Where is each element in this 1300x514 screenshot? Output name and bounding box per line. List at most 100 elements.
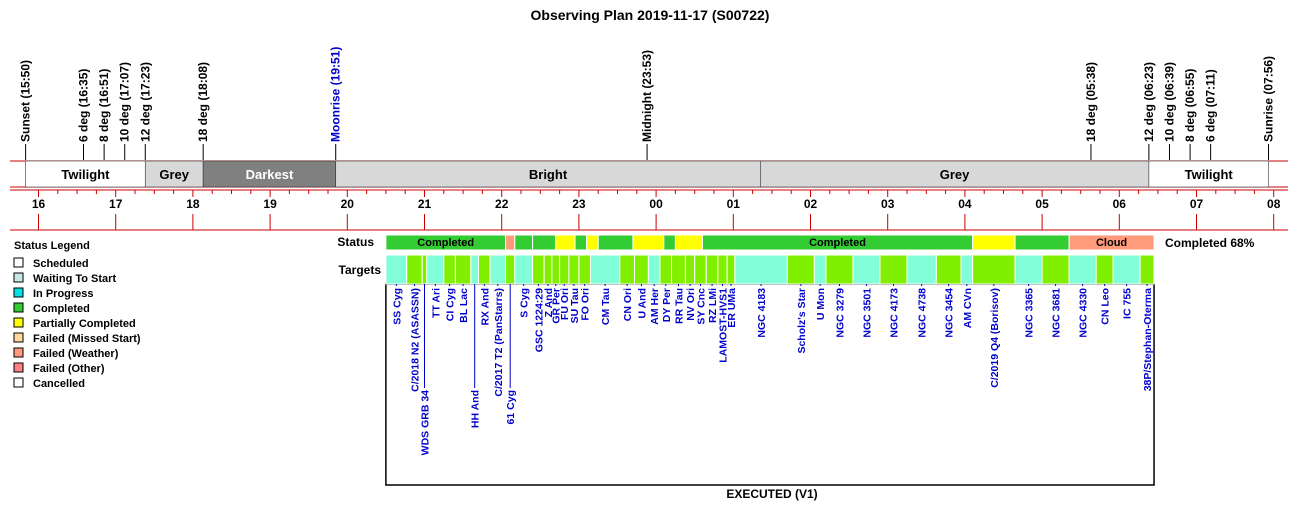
legend-label: In Progress <box>33 288 94 300</box>
event-label: 8 deg (06:55) <box>1183 69 1197 142</box>
sky-bands: Twilight Grey Darkest Bright Grey Twilight <box>10 160 1288 188</box>
hour-label: 17 <box>109 197 123 211</box>
legend-swatch <box>13 317 24 328</box>
target-block <box>489 254 507 285</box>
sky-band <box>335 160 761 188</box>
event-label: 10 deg (17:07) <box>118 62 132 142</box>
target-block <box>421 254 428 285</box>
target-label: RX And <box>479 288 491 326</box>
target-block <box>852 254 881 285</box>
hour-label: 08 <box>1267 197 1281 211</box>
legend-swatch <box>13 362 24 373</box>
legend-label: Failed (Weather) <box>33 348 119 360</box>
status-segment <box>586 234 599 251</box>
target-label: NGC 4183 <box>756 288 768 338</box>
status-segment <box>632 234 665 251</box>
target-block <box>1112 254 1141 285</box>
event-label: Sunset (15:50) <box>19 60 33 142</box>
target-label: NV Ori <box>685 288 697 321</box>
target-block <box>705 254 719 285</box>
event-label: 18 deg (18:08) <box>196 62 210 142</box>
event-label: 6 deg (07:11) <box>1204 69 1218 142</box>
target-block <box>619 254 635 285</box>
legend-swatch <box>13 332 24 343</box>
target-block <box>1014 254 1043 285</box>
hour-label: 01 <box>727 197 741 211</box>
target-block <box>935 254 962 285</box>
sky-band <box>202 160 337 188</box>
sky-band <box>144 160 204 188</box>
event-label: 10 deg (06:39) <box>1162 62 1176 142</box>
target-label: NGC 4330 <box>1078 288 1090 338</box>
legend-swatch <box>13 272 24 283</box>
target-label: RZ LMi <box>707 288 719 323</box>
target-label: CI Cyg <box>445 288 457 321</box>
status-segment <box>555 234 576 251</box>
status-segment-label: Completed <box>809 237 866 249</box>
sky-band-label: Grey <box>940 167 970 182</box>
status-segment-label: Completed <box>417 237 474 249</box>
sky-band <box>760 160 1150 188</box>
target-block <box>647 254 661 285</box>
hour-label: 05 <box>1035 197 1049 211</box>
target-label: HH And <box>470 390 482 428</box>
target-label: NGC 4173 <box>888 288 900 338</box>
sky-band <box>25 160 146 188</box>
target-label: FO Ori <box>580 288 592 321</box>
target-block <box>478 254 491 285</box>
event-markers: Sunset (15:50) 6 deg (16:35) 8 deg (16:51)… <box>19 47 1276 160</box>
target-block <box>406 254 423 285</box>
status-segment <box>597 234 634 251</box>
hour-label: 07 <box>1190 197 1204 211</box>
event-label: 12 deg (06:23) <box>1142 62 1156 142</box>
target-label: FU Ori <box>559 288 571 320</box>
target-block <box>568 254 580 285</box>
event-label: Sunrise (07:56) <box>1262 56 1276 142</box>
completion-text: Completed 68% <box>1165 236 1255 250</box>
target-block <box>717 254 728 285</box>
target-block <box>1068 254 1097 285</box>
target-block <box>825 254 854 285</box>
target-label: DY Per <box>661 288 673 322</box>
target-block <box>813 254 827 285</box>
target-label: NGC 4738 <box>917 288 929 338</box>
target-block <box>551 254 561 285</box>
target-label: NGC 3365 <box>1024 288 1036 338</box>
hour-label: 00 <box>649 197 663 211</box>
target-label: S Cyg <box>519 288 531 318</box>
status-segment <box>574 234 588 251</box>
target-label: NGC 3279 <box>834 288 846 338</box>
target-label: AM CVn <box>962 288 974 328</box>
target-block <box>385 254 408 285</box>
legend-label: Scheduled <box>33 258 89 270</box>
target-label: SU Tau <box>569 288 581 323</box>
hour-label: 03 <box>881 197 895 211</box>
event-label: Moonrise (19:51) <box>329 47 343 142</box>
target-block <box>694 254 707 285</box>
hour-axis: 16 17 18 19 20 21 22 23 00 01 02 03 04 05 06 07 08 <box>10 189 1288 231</box>
footer-label: EXECUTED (V1) <box>726 487 817 501</box>
hour-label: 20 <box>341 197 355 211</box>
target-label: LAMOST-HVS1 <box>717 288 729 363</box>
target-label: C/2017 T2 (PanStarrs) <box>493 288 505 397</box>
target-block <box>659 254 673 285</box>
legend-swatch <box>13 302 24 313</box>
hour-label: 04 <box>958 197 972 211</box>
status-segment <box>532 234 557 251</box>
target-block <box>1095 254 1114 285</box>
target-block <box>443 254 456 285</box>
event-label: 6 deg (16:35) <box>77 69 91 142</box>
target-label: GR Per <box>551 288 563 324</box>
target-label: SY Cnc <box>695 288 707 325</box>
event-label: Midnight (23:53) <box>640 50 654 142</box>
target-label: 61 Cyg <box>505 390 517 424</box>
target-block <box>734 254 788 285</box>
legend-label: Failed (Other) <box>33 363 105 375</box>
target-block <box>505 254 516 285</box>
target-label: Z And <box>543 288 555 317</box>
hour-label: 02 <box>804 197 818 211</box>
target-block <box>684 254 696 285</box>
target-label: WDS GRB 34 <box>420 390 432 456</box>
target-block <box>879 254 908 285</box>
event-label: 12 deg (17:23) <box>138 62 152 142</box>
